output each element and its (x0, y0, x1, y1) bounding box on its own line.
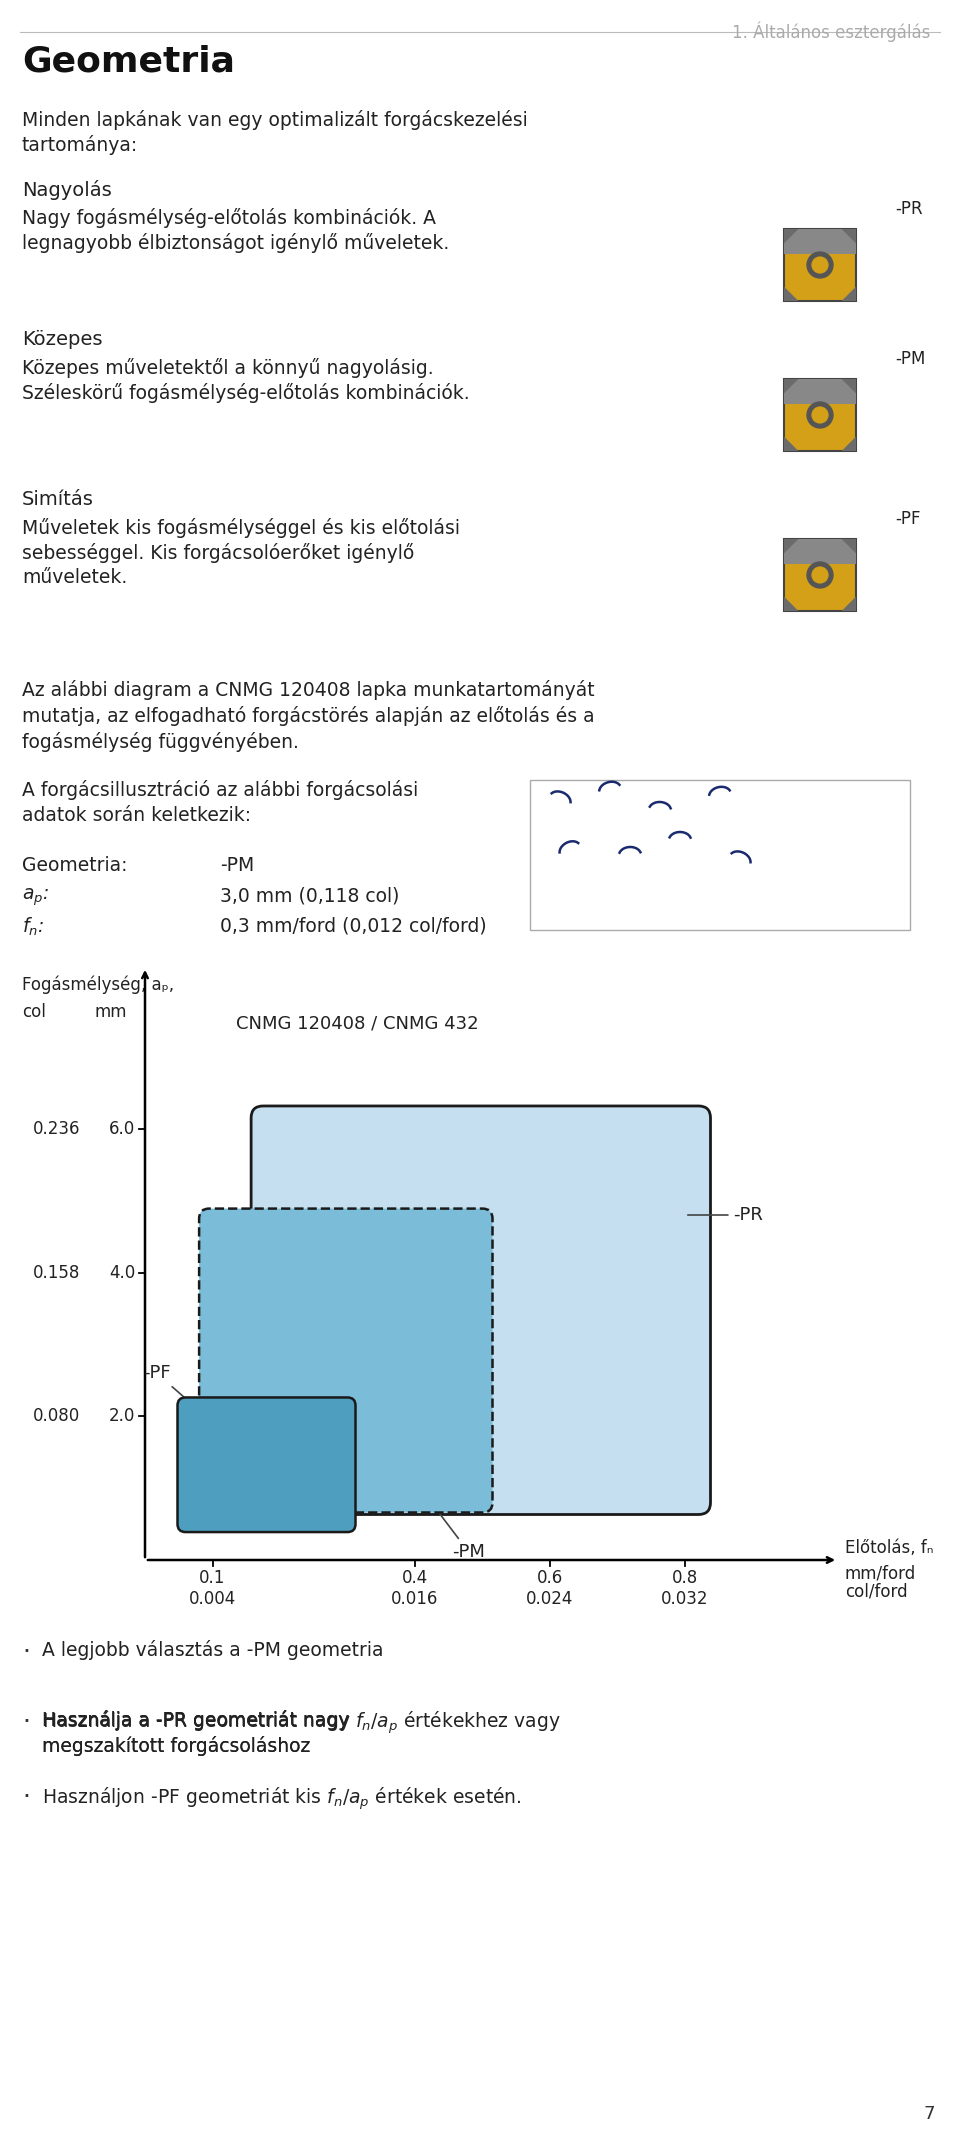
Text: -PF: -PF (895, 509, 921, 528)
Text: -PM: -PM (895, 349, 925, 368)
Text: Közepes műveletektől a könnyű nagyolásig.: Közepes műveletektől a könnyű nagyolásig… (22, 358, 434, 377)
Text: tartománya:: tartománya: (22, 134, 138, 155)
Text: 0.6: 0.6 (537, 1570, 564, 1587)
Text: -PM: -PM (430, 1502, 486, 1561)
Text: 4.0: 4.0 (108, 1263, 135, 1282)
Text: CNMG 120408 / CNMG 432: CNMG 120408 / CNMG 432 (236, 1016, 479, 1033)
Text: 2.0: 2.0 (108, 1408, 135, 1425)
Polygon shape (784, 539, 856, 564)
Polygon shape (784, 539, 799, 554)
FancyBboxPatch shape (199, 1208, 492, 1512)
Polygon shape (784, 230, 856, 253)
Text: Előtolás, fₙ: Előtolás, fₙ (845, 1540, 933, 1557)
Text: 0.004: 0.004 (189, 1589, 236, 1608)
Text: -PM: -PM (220, 856, 254, 875)
Text: $a_p$:: $a_p$: (22, 886, 49, 907)
Text: műveletek.: műveletek. (22, 569, 128, 588)
Polygon shape (784, 230, 856, 300)
Circle shape (807, 403, 833, 428)
Circle shape (812, 407, 828, 424)
Polygon shape (784, 379, 856, 452)
Text: Műveletek kis fogásmélységgel és kis előtolási: Műveletek kis fogásmélységgel és kis elő… (22, 518, 460, 539)
Text: Minden lapkának van egy optimalizált forgácskezelési: Minden lapkának van egy optimalizált for… (22, 111, 528, 130)
FancyBboxPatch shape (178, 1397, 355, 1531)
Text: Közepes: Közepes (22, 330, 103, 349)
Text: -PR: -PR (687, 1206, 763, 1225)
Text: megszakított forgácsoláshoz: megszakított forgácsoláshoz (42, 1736, 310, 1755)
FancyBboxPatch shape (530, 780, 910, 931)
Polygon shape (784, 379, 799, 394)
Text: Használja a -PR geometriát nagy $f_n$/$a_p$ értékekhez vagy: Használja a -PR geometriát nagy $f_n$/$a… (42, 1710, 561, 1736)
Polygon shape (784, 437, 799, 452)
Text: 0.8: 0.8 (672, 1570, 698, 1587)
Circle shape (812, 258, 828, 273)
Polygon shape (842, 596, 856, 611)
Text: 0.080: 0.080 (33, 1408, 80, 1425)
Text: legnagyobb élbiztonságot igénylő műveletek.: legnagyobb élbiztonságot igénylő művelet… (22, 232, 449, 253)
Polygon shape (842, 230, 856, 243)
Text: Fogásmélység, aₚ,: Fogásmélység, aₚ, (22, 976, 174, 993)
Text: Az alábbi diagram a CNMG 120408 lapka munkatartományát: Az alábbi diagram a CNMG 120408 lapka mu… (22, 679, 594, 701)
Text: ·: · (22, 1785, 30, 1808)
Text: col: col (22, 1003, 46, 1020)
Text: Geometria:: Geometria: (22, 856, 128, 875)
Text: 1. Általános esztergálás: 1. Általános esztergálás (732, 21, 930, 43)
Text: mm/ford: mm/ford (845, 1566, 916, 1583)
Text: 0.4: 0.4 (402, 1570, 428, 1587)
Text: adatok során keletkezik:: adatok során keletkezik: (22, 805, 252, 824)
Text: 3,0 mm (0,118 col): 3,0 mm (0,118 col) (220, 886, 399, 905)
Text: $f_n$:: $f_n$: (22, 916, 44, 939)
Text: Simítás: Simítás (22, 490, 94, 509)
Polygon shape (784, 230, 799, 243)
Text: Széleskörű fogásmélység-előtolás kombinációk.: Széleskörű fogásmélység-előtolás kombiná… (22, 383, 469, 403)
Text: col/ford: col/ford (845, 1583, 907, 1600)
Circle shape (807, 251, 833, 277)
Circle shape (807, 562, 833, 588)
Text: megszakított forgácsoláshoz: megszakított forgácsoláshoz (42, 1736, 310, 1755)
Text: fogásmélység függvényében.: fogásmélység függvényében. (22, 733, 299, 752)
Text: Használja a -PR geometriát nagy: Használja a -PR geometriát nagy (42, 1710, 355, 1730)
Text: 0.016: 0.016 (392, 1589, 439, 1608)
Text: Geometria: Geometria (22, 45, 235, 79)
Circle shape (812, 567, 828, 584)
Text: mm: mm (95, 1003, 128, 1020)
Text: 0.024: 0.024 (526, 1589, 574, 1608)
Text: A forgácsillusztráció az alábbi forgácsolási: A forgácsillusztráció az alábbi forgácso… (22, 780, 419, 801)
Text: -PF: -PF (143, 1363, 204, 1414)
FancyBboxPatch shape (252, 1105, 710, 1514)
Text: 0.032: 0.032 (661, 1589, 708, 1608)
Text: 0.1: 0.1 (200, 1570, 226, 1587)
Text: mutatja, az elfogadható forgácstörés alapján az előtolás és a: mutatja, az elfogadható forgácstörés ala… (22, 705, 594, 726)
Text: ·: · (22, 1710, 30, 1734)
Text: -PR: -PR (895, 200, 923, 217)
Text: Használjon -PF geometriát kis $f_n$/$a_p$ értékek esetén.: Használjon -PF geometriát kis $f_n$/$a_p… (42, 1785, 521, 1810)
Polygon shape (784, 288, 799, 300)
Text: Nagyolás: Nagyolás (22, 181, 111, 200)
Polygon shape (842, 288, 856, 300)
Text: 0.236: 0.236 (33, 1120, 80, 1137)
Polygon shape (784, 539, 856, 611)
Text: sebességgel. Kis forgácsolóerőket igénylő: sebességgel. Kis forgácsolóerőket igényl… (22, 543, 415, 562)
Text: 0.158: 0.158 (33, 1263, 80, 1282)
Polygon shape (842, 539, 856, 554)
Polygon shape (784, 596, 799, 611)
Polygon shape (842, 379, 856, 394)
Text: ·: · (22, 1640, 30, 1664)
Text: Nagy fogásmélység-előtolás kombinációk. A: Nagy fogásmélység-előtolás kombinációk. … (22, 209, 436, 228)
Text: Használja a -PR geometriát nagy: Használja a -PR geometriát nagy (42, 1710, 355, 1730)
Polygon shape (842, 437, 856, 452)
Text: 0,3 mm/ford (0,012 col/ford): 0,3 mm/ford (0,012 col/ford) (220, 916, 487, 935)
Polygon shape (784, 379, 856, 405)
Text: 6.0: 6.0 (108, 1120, 135, 1137)
Text: A legjobb választás a -PM geometria: A legjobb választás a -PM geometria (42, 1640, 383, 1659)
Text: 7: 7 (924, 2104, 935, 2124)
